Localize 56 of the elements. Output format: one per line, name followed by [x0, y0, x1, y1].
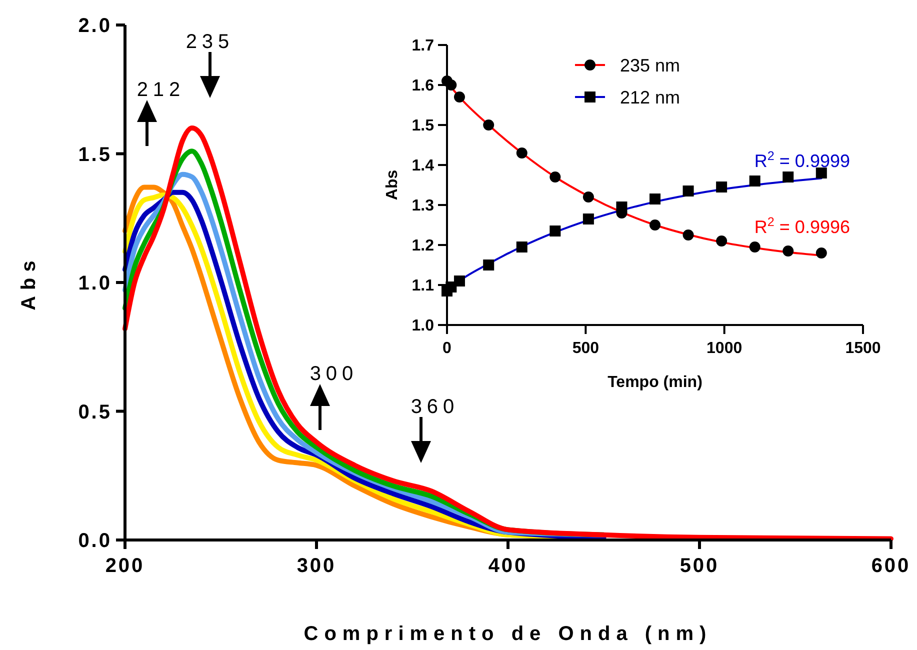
- y-tick-label: 1.4: [412, 158, 434, 175]
- point: [650, 194, 660, 204]
- point: [550, 226, 561, 236]
- y-tick-label: 1.0: [78, 272, 112, 294]
- y-tick-label: 1.5: [78, 144, 112, 166]
- point: [483, 260, 494, 270]
- x-axis-title: Comprimento de Onda (nm): [304, 623, 712, 645]
- x-tick-label: 1000: [706, 340, 742, 357]
- point: [816, 248, 827, 258]
- point: [582, 192, 594, 202]
- point: [550, 172, 561, 182]
- x-tick-label: 1500: [845, 340, 881, 357]
- annotation: R$^{2}$ = 0.9996: [754, 215, 850, 237]
- point: [483, 120, 494, 130]
- y-axis-title: Abs: [18, 254, 40, 310]
- annotation: 360: [410, 396, 460, 418]
- x-tick-label: 400: [488, 555, 528, 577]
- point: [716, 236, 728, 246]
- x-tick-label: 500: [680, 555, 720, 577]
- point: [749, 176, 760, 186]
- point: [716, 182, 728, 192]
- y-tick-label: 1.1: [412, 278, 434, 295]
- annotation: 235: [186, 31, 234, 53]
- y-tick-label: 1.7: [412, 38, 434, 55]
- y-tick-label: 1.3: [412, 198, 434, 215]
- point: [582, 214, 594, 224]
- point: [682, 230, 694, 240]
- legend-label: 235 nm: [620, 55, 680, 76]
- point: [454, 276, 465, 286]
- annotation: 212: [136, 79, 186, 101]
- point: [516, 242, 528, 252]
- point: [749, 242, 760, 252]
- x-tick-label: 200: [105, 555, 145, 577]
- point: [516, 148, 528, 158]
- y-tick-label: 1.6: [412, 78, 434, 95]
- y-tick-label: 2.0: [78, 15, 112, 37]
- x-tick-label: 0: [442, 340, 452, 357]
- legend-label: 212 nm: [620, 87, 680, 108]
- point: [682, 186, 694, 196]
- point: [454, 92, 465, 102]
- y-tick-label: 1.2: [412, 238, 434, 255]
- y-tick-label: 1.5: [412, 118, 434, 135]
- point: [816, 168, 827, 178]
- point: [782, 172, 794, 182]
- y-tick-label: 1.0: [412, 318, 434, 335]
- y-axis-title: Abs: [384, 170, 401, 200]
- x-axis-title: Tempo (min): [608, 374, 702, 391]
- point: [650, 220, 660, 230]
- y-tick-label: 0.0: [78, 530, 112, 552]
- annotation: R$^{2}$ = 0.9999: [754, 149, 850, 171]
- annotation: 300: [310, 363, 358, 385]
- x-tick-label: 600: [871, 555, 911, 577]
- point: [782, 246, 794, 256]
- y-tick-label: 0.5: [78, 401, 112, 424]
- x-tick-label: 300: [296, 555, 336, 577]
- x-tick-label: 500: [572, 340, 600, 357]
